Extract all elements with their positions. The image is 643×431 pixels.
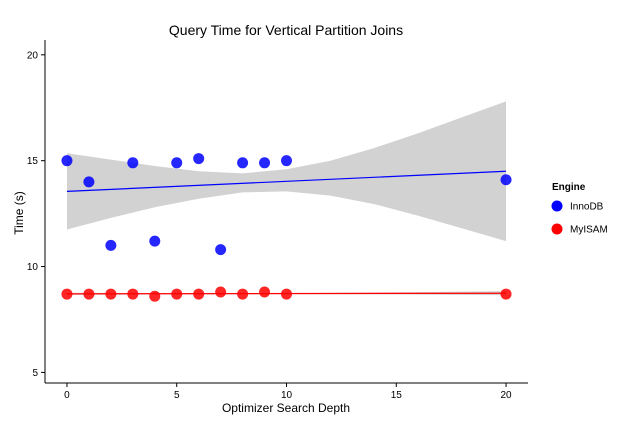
legend-key-myisam: [551, 223, 563, 235]
innodb-point-7: [215, 244, 227, 256]
myisam-point-0: [61, 288, 73, 300]
innodb-point-1: [83, 176, 95, 188]
myisam-point-8: [237, 288, 249, 300]
myisam-point-7: [215, 286, 227, 298]
innodb-point-8: [237, 157, 249, 169]
myisam-point-11: [500, 288, 512, 300]
legend-title: Engine: [552, 182, 586, 193]
myisam-point-4: [149, 290, 161, 302]
x-tick-label-15: 15: [391, 390, 403, 401]
legend: Engine InnoDB MyISAM: [551, 182, 608, 236]
y-axis-title: Time (s): [12, 191, 26, 235]
innodb-point-6: [193, 153, 205, 165]
myisam-point-5: [171, 288, 183, 300]
chart-title: Query Time for Vertical Partition Joins: [169, 22, 403, 38]
myisam-point-3: [127, 288, 139, 300]
x-tick-label-0: 0: [64, 390, 70, 401]
y-tick-label-20: 20: [27, 50, 39, 61]
y-tick-label-5: 5: [32, 368, 38, 379]
myisam-point-10: [281, 288, 292, 300]
innodb-point-4: [149, 235, 161, 247]
innodb-point-0: [61, 155, 73, 167]
innodb-point-10: [281, 155, 292, 167]
innodb-confidence-band: [67, 101, 506, 242]
innodb-point-2: [105, 239, 117, 251]
x-tick-label-20: 20: [500, 390, 512, 401]
innodb-point-5: [171, 157, 183, 169]
myisam-point-9: [259, 286, 271, 298]
x-tick-label-5: 5: [174, 390, 180, 401]
innodb-point-3: [127, 157, 139, 169]
innodb-trend-line: [66, 170, 507, 192]
innodb-point-9: [259, 157, 271, 169]
myisam-point-1: [83, 288, 95, 300]
y-tick-label-10: 10: [27, 262, 39, 273]
plot-area: [61, 101, 512, 302]
legend-key-innodb: [551, 200, 563, 212]
x-axis-title: Optimizer Search Depth: [222, 401, 350, 415]
y-tick-label-15: 15: [27, 156, 39, 167]
myisam-point-2: [105, 288, 117, 300]
x-tick-label-10: 10: [281, 390, 293, 401]
myisam-point-6: [193, 288, 205, 300]
axes: 0 5 10 15 20 5 10 15 20: [27, 40, 528, 401]
legend-label-innodb: InnoDB: [570, 202, 604, 213]
legend-label-myisam: MyISAM: [570, 225, 608, 236]
innodb-point-11: [500, 174, 512, 186]
